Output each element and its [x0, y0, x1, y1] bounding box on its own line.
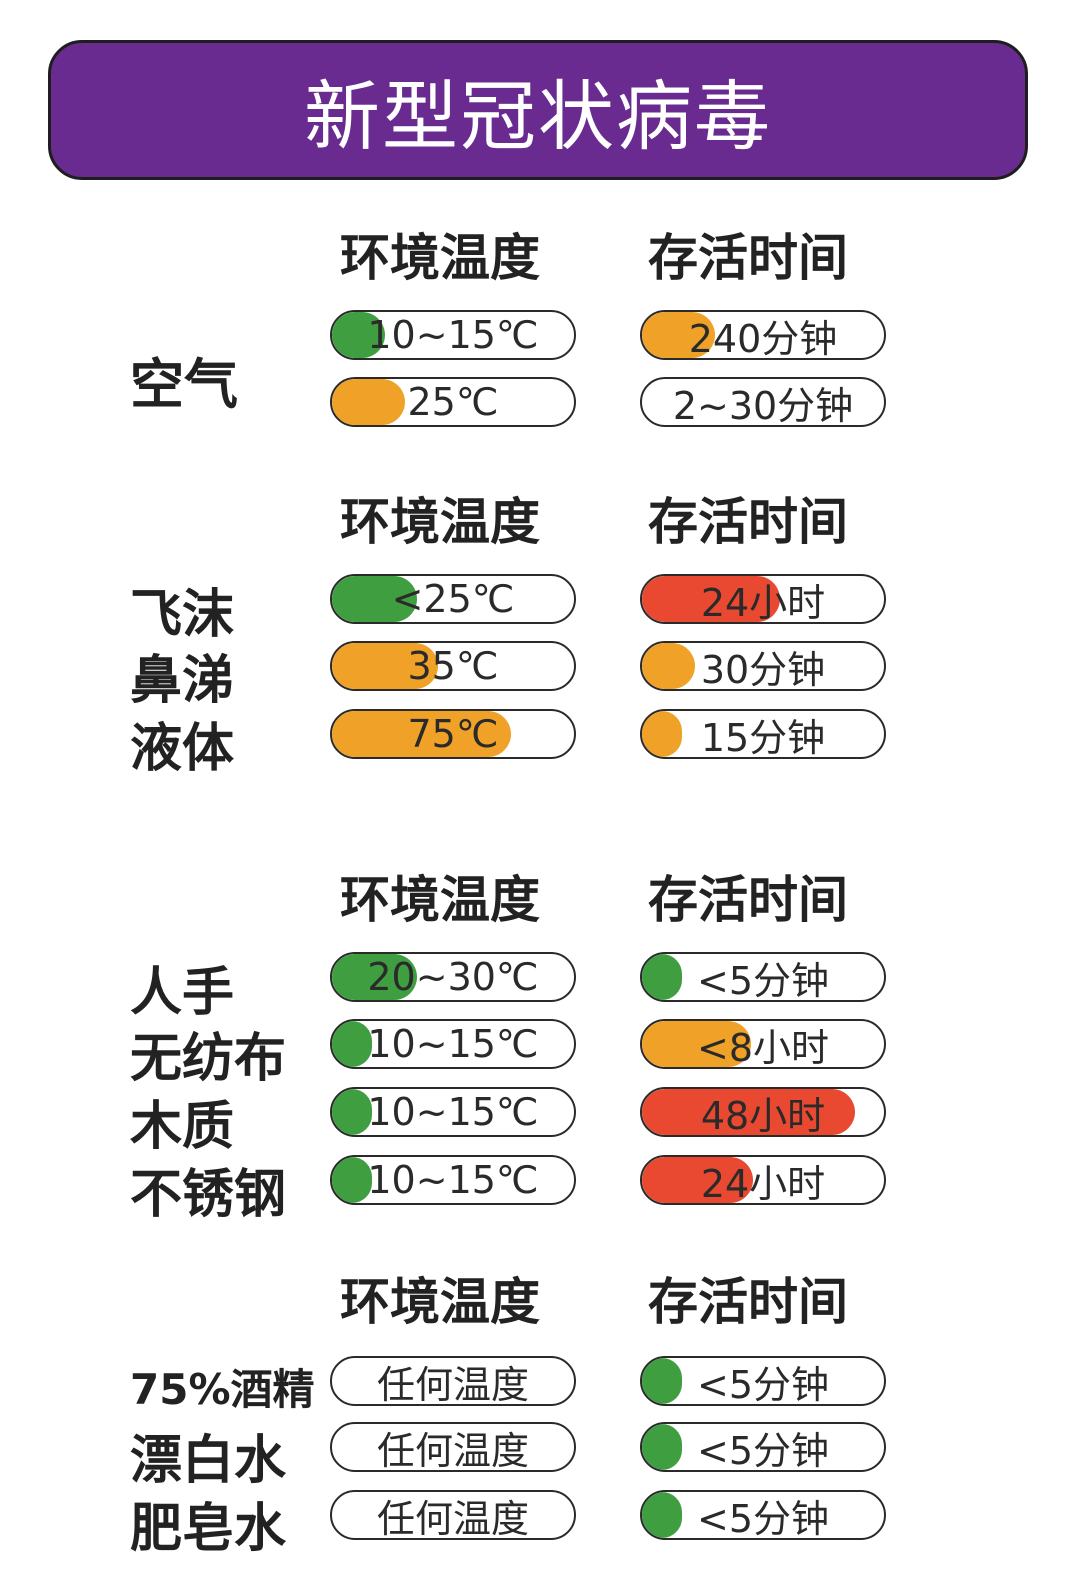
temp-level-fill	[332, 954, 417, 1000]
time-value: <5分钟	[696, 958, 830, 1002]
temp-level-fill	[332, 576, 417, 622]
time-level-fill	[642, 1424, 682, 1470]
temp-value: 10~15℃	[367, 1022, 539, 1066]
time-value: <5分钟	[696, 1428, 830, 1472]
time-value: 48小时	[700, 1093, 826, 1137]
time-pill: 24小时	[640, 574, 886, 624]
label-air: 空气	[130, 353, 238, 416]
temp-pill: 25℃	[330, 377, 576, 427]
time-value: 24小时	[700, 1161, 826, 1205]
temp-level-fill	[332, 1021, 372, 1067]
time-level-fill	[642, 1021, 751, 1067]
time-pill: <5分钟	[640, 1490, 886, 1540]
temp-pill: 75℃	[330, 709, 576, 759]
title-banner: 新型冠状病毒	[48, 40, 1028, 180]
label-alcohol-75: 75%酒精	[130, 1365, 315, 1414]
temp-pill: 10~15℃	[330, 1155, 576, 1205]
label-soapy-water: 肥皂水	[130, 1499, 287, 1559]
time-value: 240分钟	[688, 316, 838, 360]
time-value: 30分钟	[700, 647, 826, 691]
temp-value: 75℃	[407, 712, 499, 756]
temp-level-fill	[332, 312, 386, 358]
temp-value: 25℃	[407, 380, 499, 424]
temp-pill: 任何温度	[330, 1490, 576, 1540]
label-hands: 人手	[130, 963, 235, 1023]
time-level-fill	[642, 1157, 754, 1203]
label-droplets: 飞沫	[130, 585, 235, 645]
label-bleach: 漂白水	[130, 1431, 287, 1491]
header-survival-time: 存活时间	[648, 871, 848, 929]
time-value: <5分钟	[696, 1496, 830, 1540]
temp-value: 20~30℃	[367, 955, 539, 999]
page-title: 新型冠状病毒	[304, 72, 772, 161]
header-survival-time: 存活时间	[648, 493, 848, 551]
time-value: 24小时	[700, 580, 826, 624]
time-pill: <5分钟	[640, 1356, 886, 1406]
time-level-fill	[642, 1492, 682, 1538]
temp-pill: 10~15℃	[330, 310, 576, 360]
time-level-fill	[642, 643, 696, 689]
temp-pill: 任何温度	[330, 1422, 576, 1472]
header-temperature: 环境温度	[340, 229, 540, 287]
temp-value: 10~15℃	[367, 1090, 539, 1134]
time-value: <5分钟	[696, 1362, 830, 1406]
header-temperature: 环境温度	[340, 1273, 540, 1331]
time-pill: 30分钟	[640, 641, 886, 691]
time-level-fill	[642, 312, 715, 358]
time-pill: 24小时	[640, 1155, 886, 1205]
time-level-fill	[642, 1358, 682, 1404]
time-value: <8小时	[696, 1025, 830, 1069]
time-pill: <5分钟	[640, 952, 886, 1002]
label-wood: 木质	[130, 1097, 235, 1157]
temp-pill: 35℃	[330, 641, 576, 691]
header-temperature: 环境温度	[340, 871, 540, 929]
temp-value: 任何温度	[376, 1496, 529, 1540]
temp-level-fill	[332, 711, 512, 757]
temp-value: 任何温度	[376, 1428, 529, 1472]
time-level-fill	[642, 576, 780, 622]
temp-value: 任何温度	[376, 1362, 529, 1406]
temp-pill: <25℃	[330, 574, 576, 624]
temp-level-fill	[332, 643, 439, 689]
label-nasal-mucus: 鼻涕	[130, 651, 235, 711]
header-survival-time: 存活时间	[648, 229, 848, 287]
temp-level-fill	[332, 1089, 372, 1135]
time-level-fill	[642, 1089, 855, 1135]
temp-pill: 20~30℃	[330, 952, 576, 1002]
temp-pill: 10~15℃	[330, 1087, 576, 1137]
time-pill: 48小时	[640, 1087, 886, 1137]
time-pill: 240分钟	[640, 310, 886, 360]
label-liquid: 液体	[130, 719, 235, 779]
temp-level-fill	[332, 379, 405, 425]
header-temperature: 环境温度	[340, 493, 540, 551]
label-stainless-steel: 不锈钢	[130, 1165, 287, 1225]
temp-value: 10~15℃	[367, 1158, 539, 1202]
temp-pill: 任何温度	[330, 1356, 576, 1406]
temp-value: 35℃	[407, 644, 499, 688]
time-pill: 2~30分钟	[640, 377, 886, 427]
time-value: 15分钟	[700, 715, 826, 759]
temp-value: <25℃	[391, 577, 515, 621]
temp-pill: 10~15℃	[330, 1019, 576, 1069]
header-survival-time: 存活时间	[648, 1273, 848, 1331]
time-pill: <8小时	[640, 1019, 886, 1069]
label-nonwoven: 无纺布	[130, 1029, 287, 1089]
time-pill: 15分钟	[640, 709, 886, 759]
temp-level-fill	[332, 1157, 372, 1203]
time-value: 2~30分钟	[672, 383, 854, 427]
time-level-fill	[642, 954, 682, 1000]
time-level-fill	[642, 711, 682, 757]
temp-value: 10~15℃	[367, 313, 539, 357]
time-pill: <5分钟	[640, 1422, 886, 1472]
